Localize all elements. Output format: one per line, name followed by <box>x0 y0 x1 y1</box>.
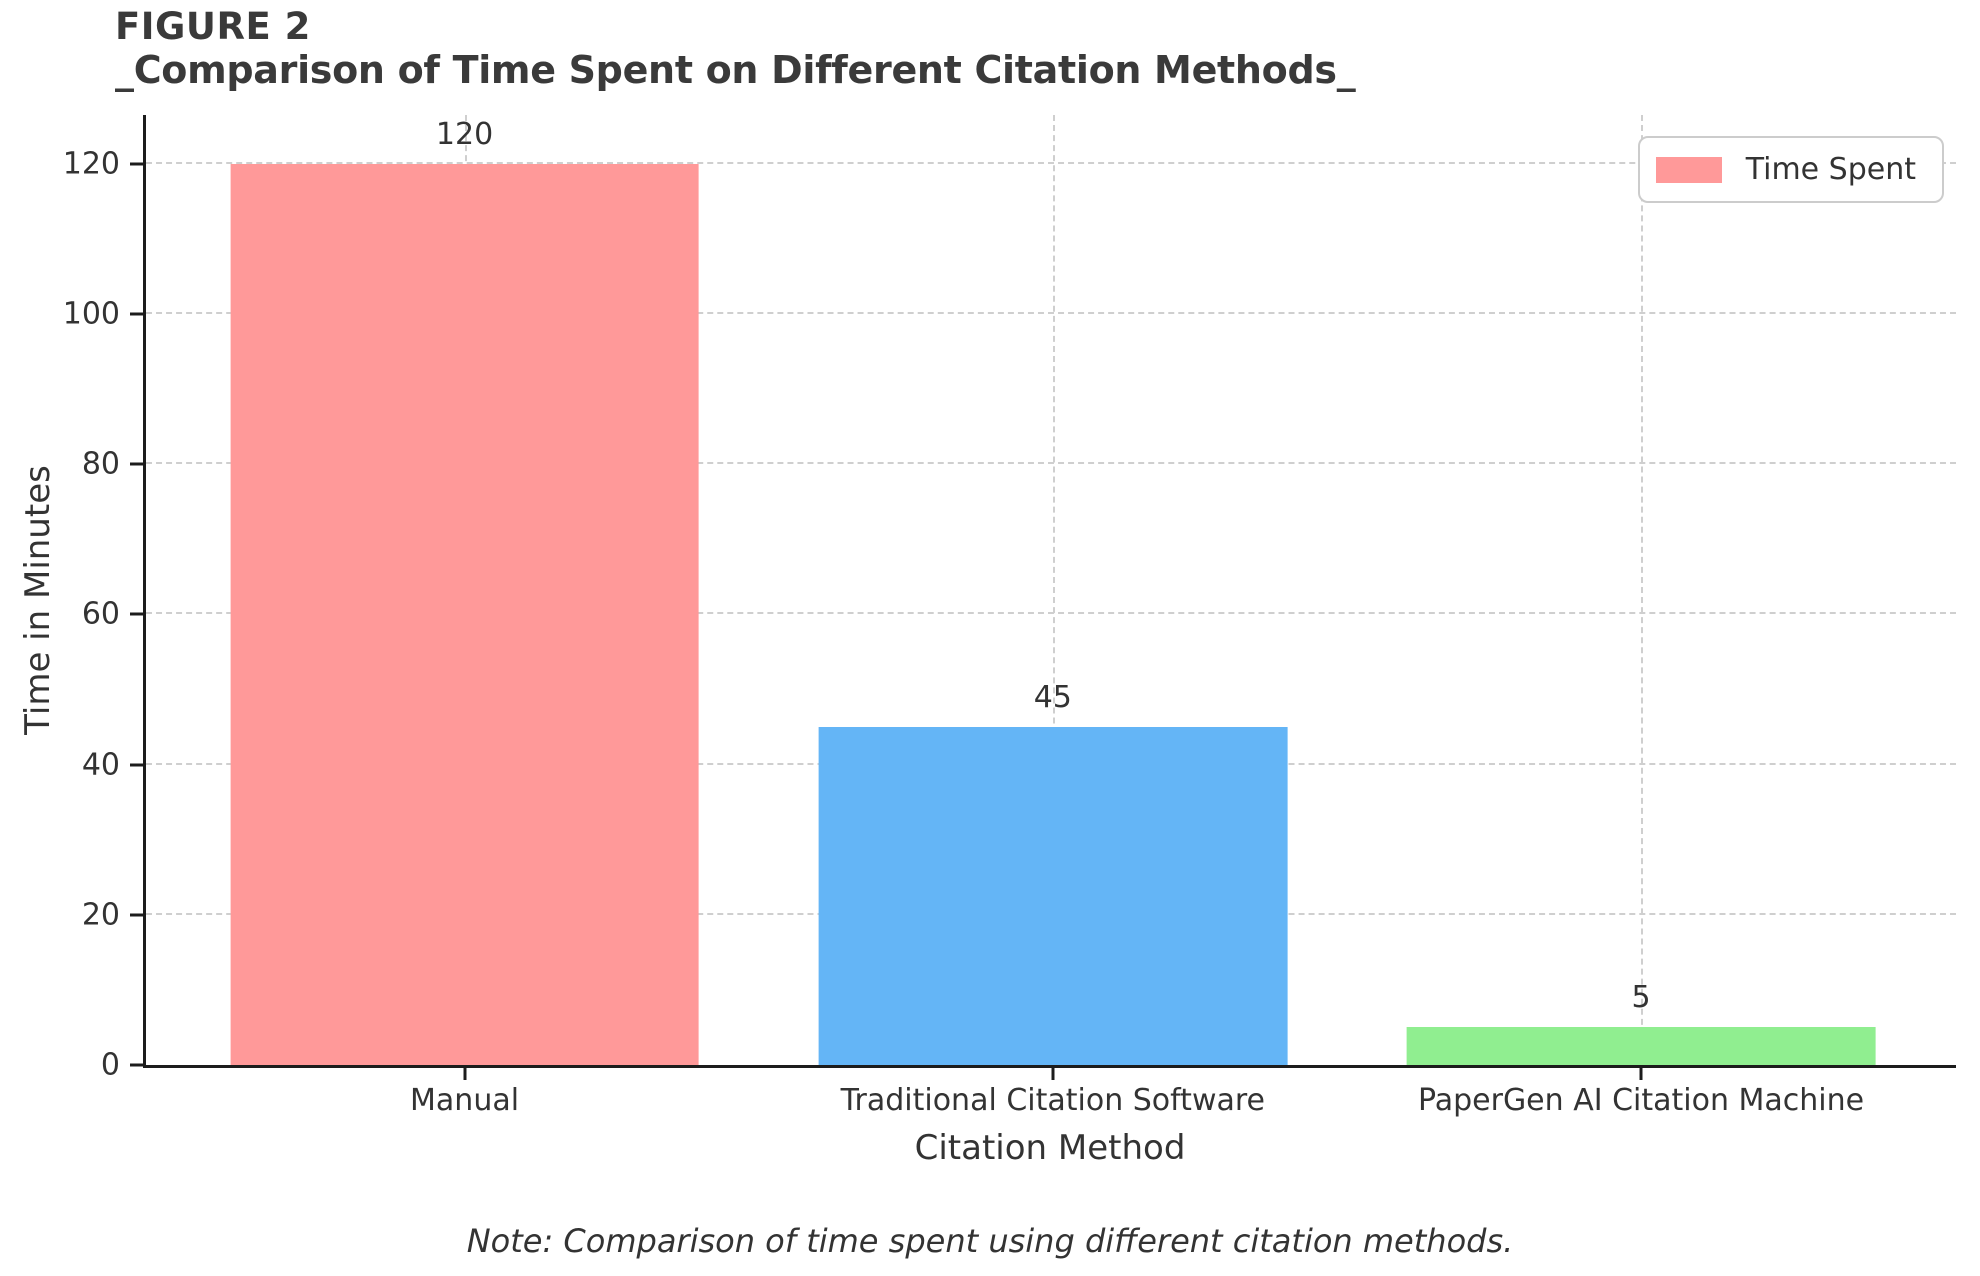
gridline-y-100 <box>146 312 1956 315</box>
y-tick-mark-80 <box>130 462 143 466</box>
gridline-x-2 <box>1641 115 1644 1065</box>
figure-label: FIGURE 2 <box>115 5 311 48</box>
y-axis-label: Time in Minutes <box>18 465 58 735</box>
legend: Time Spent <box>1637 136 1944 203</box>
x-axis-label: Citation Method <box>914 1128 1186 1168</box>
y-tick-label-100: 100 <box>62 296 120 332</box>
y-tick-label-40: 40 <box>81 747 120 783</box>
y-tick-mark-20 <box>130 913 143 917</box>
y-tick-label-0: 0 <box>100 1047 120 1083</box>
y-tick-label-80: 80 <box>81 446 120 482</box>
x-tick-label-1: Traditional Citation Software <box>840 1083 1266 1118</box>
legend-swatch-time-spent <box>1655 156 1722 183</box>
bar-value-label-2: 5 <box>1631 980 1651 1016</box>
legend-label: Time Spent <box>1745 152 1916 187</box>
x-tick-label-0: Manual <box>410 1083 520 1118</box>
chart-title: _Comparison of Time Spent on Different C… <box>115 47 1356 92</box>
title-block: FIGURE 2 _Comparison of Time Spent on Di… <box>115 5 1356 92</box>
y-tick-mark-100 <box>130 312 143 316</box>
y-tick-label-120: 120 <box>62 146 120 182</box>
bar-papergen-ai-citation-machine <box>1406 1027 1876 1065</box>
figure-note: Note: Comparison of time spent using dif… <box>466 1222 1514 1260</box>
gridline-x-1 <box>1052 115 1055 1065</box>
y-tick-mark-40 <box>130 763 143 767</box>
gridline-y-120 <box>146 161 1956 164</box>
x-tick-mark-1 <box>1051 1068 1055 1080</box>
x-tick-mark-0 <box>463 1068 467 1080</box>
y-tick-mark-120 <box>130 162 143 166</box>
plot-area: 0 20 40 60 80 100 120 120 Manual 45 Traditional Ci… <box>63 115 1956 1118</box>
bar-manual <box>230 163 699 1065</box>
y-tick-label-60: 60 <box>81 596 120 632</box>
bar-value-label-1: 45 <box>1033 680 1072 716</box>
bar-traditional-citation-software <box>818 727 1288 1065</box>
gridline-y-60 <box>146 612 1956 615</box>
bar-value-label-0: 120 <box>435 116 494 152</box>
y-tick-label-20: 20 <box>81 897 120 933</box>
y-tick-mark-60 <box>130 612 143 616</box>
y-tick-mark-0 <box>130 1063 143 1067</box>
x-tick-label-2: PaperGen AI Citation Machine <box>1417 1083 1865 1118</box>
gridline-y-80 <box>146 462 1956 465</box>
x-tick-mark-2 <box>1639 1068 1643 1080</box>
